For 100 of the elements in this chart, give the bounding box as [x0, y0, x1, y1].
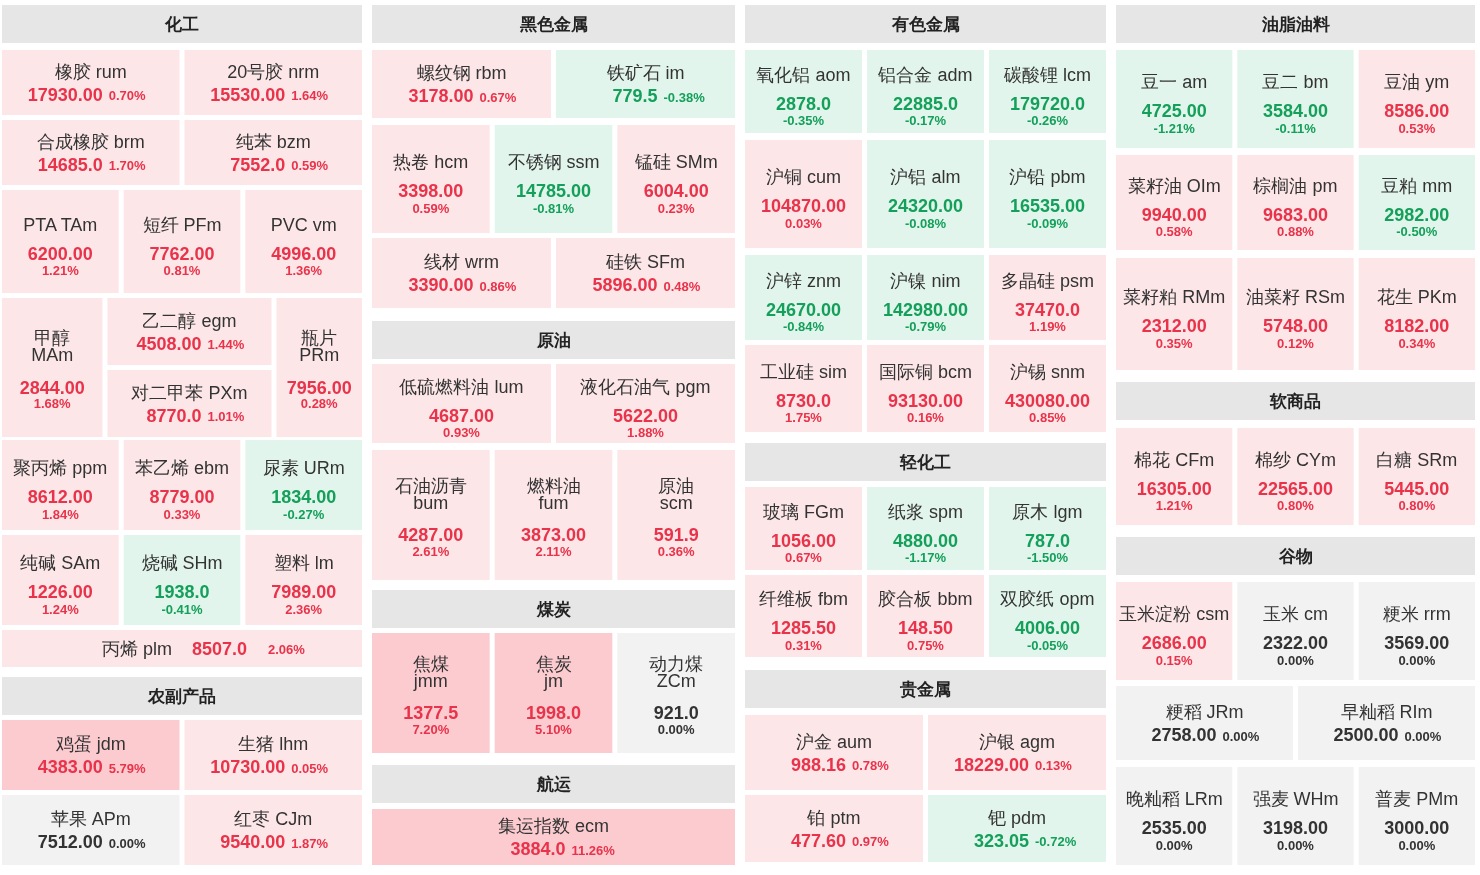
data-label: 1998.0 — [525, 703, 582, 723]
data-label: 0.12% — [1277, 335, 1315, 351]
data-label: -0.27% — [283, 506, 325, 522]
data-label: -1.17% — [904, 550, 947, 565]
data-label: 7.20% — [412, 721, 450, 737]
category-label: 锰硅 SMm — [633, 152, 718, 172]
category-label: 早籼稻 RIm — [1340, 702, 1433, 722]
data-label: 921.0 — [653, 703, 699, 723]
data-label: 4880.00 — [892, 530, 959, 551]
category-label: 不锈钢 ssm — [507, 152, 600, 172]
data-label: 3390.00 — [408, 275, 474, 295]
category-label: 粳稻 JRm — [1165, 702, 1244, 722]
category-label: 玉米 cm — [1263, 604, 1328, 624]
data-label: 591.9 — [653, 525, 699, 545]
data-label: 2500.00 — [1333, 725, 1399, 745]
category-label: 纯碱 SAm — [20, 553, 101, 573]
category-label: 苯乙烯 ebm — [134, 458, 230, 478]
data-label: 0.28% — [300, 396, 339, 411]
data-label: 2.06% — [268, 642, 306, 657]
data-label: 0.67% — [785, 550, 823, 565]
category-label: 粳米 rrm — [1382, 604, 1451, 624]
category-label: 棉纱 CYm — [1255, 449, 1336, 470]
data-label: -0.41% — [161, 601, 204, 617]
data-label: 5.10% — [535, 721, 573, 737]
text: 原油 — [658, 475, 695, 496]
category-label: 工业硅 sim — [760, 361, 847, 382]
data-label: 0.85% — [1029, 410, 1067, 425]
category-label: 聚丙烯 ppm — [13, 458, 108, 478]
data-label: 0.13% — [1035, 758, 1073, 773]
category-label: 白糖 SRm — [1376, 449, 1458, 470]
data-label: 16535.00 — [1009, 196, 1086, 216]
text: 油脂油料 — [1260, 14, 1330, 34]
data-label: 1.01% — [207, 409, 245, 424]
data-label: 0.00% — [1155, 837, 1194, 853]
data-label: 1.24% — [41, 601, 80, 617]
data-label: 9683.00 — [1262, 204, 1329, 225]
category-label: 沪锡 snm — [1009, 361, 1086, 382]
data-label: 7956.00 — [286, 377, 352, 398]
data-label: 14785.00 — [515, 181, 592, 201]
data-label: 3398.00 — [398, 181, 464, 201]
data-label: 179720.0 — [1009, 93, 1086, 114]
data-label: 1.36% — [285, 263, 323, 278]
category-label: 动力煤 ZCm — [649, 653, 704, 691]
data-label: 1.21% — [1155, 498, 1194, 513]
data-label: 7762.00 — [149, 243, 215, 264]
category-label: 液化石油气 pgm — [580, 376, 711, 397]
data-label: 0.88% — [1277, 224, 1315, 239]
data-label: 0.23% — [657, 200, 696, 216]
category-label: 燃料油 fum — [526, 475, 581, 513]
data-label: 1.88% — [627, 425, 665, 440]
data-label: 5748.00 — [1262, 316, 1329, 336]
category-label: 花生 PKm — [1376, 287, 1457, 307]
category-label: 合成橡胶 brm — [36, 131, 145, 152]
data-label: 1834.00 — [271, 487, 337, 507]
data-label: 104870.00 — [760, 196, 847, 216]
data-label: -0.81% — [532, 200, 575, 216]
data-label: 3873.00 — [520, 525, 587, 545]
category-label: 沪铝 alm — [890, 167, 961, 187]
category-label: 铂 ptm — [806, 807, 861, 828]
data-label: 2844.00 — [19, 377, 85, 398]
data-label: 430080.00 — [1004, 390, 1091, 411]
data-label: 2312.00 — [1141, 316, 1207, 336]
data-label: 787.0 — [1024, 530, 1071, 551]
data-label: 3000.00 — [1384, 818, 1450, 838]
data-label: 0.00% — [1277, 652, 1315, 668]
data-label: 0.80% — [1277, 498, 1315, 513]
category-label: PTA TAm — [23, 214, 98, 235]
data-label: 24320.00 — [887, 196, 964, 216]
category-label: 尿素 URm — [262, 458, 345, 478]
chart-title: 原油 — [536, 330, 571, 350]
data-label: 0.53% — [1398, 120, 1436, 136]
category-label: 钯 pdm — [986, 807, 1047, 828]
category-label: 短纤 PFm — [142, 214, 222, 235]
text: 煤炭 — [535, 599, 572, 619]
data-label: 2686.00 — [1141, 633, 1207, 653]
category-label: 胶合板 bbm — [878, 589, 973, 609]
category-label: PVC vm — [270, 214, 337, 235]
data-label: 10730.00 — [210, 757, 286, 777]
data-label: 4508.00 — [136, 333, 202, 354]
data-label: 9940.00 — [1141, 204, 1207, 225]
category-label: 沪金 aum — [795, 731, 873, 752]
data-label: 0.00% — [657, 721, 696, 737]
category-label: 石油沥青 bum — [394, 475, 467, 513]
data-label: 0.59% — [291, 158, 329, 173]
category-label: 棉花 CFm — [1134, 449, 1215, 470]
data-label: 17930.00 — [27, 84, 103, 105]
data-label: 5622.00 — [612, 405, 679, 426]
category-label: 热卷 hcm — [393, 152, 469, 172]
data-label: 8586.00 — [1384, 101, 1450, 121]
category-label: 纤维板 fbm — [758, 589, 849, 609]
data-label: 0.35% — [1155, 335, 1194, 351]
data-label: 8182.00 — [1384, 316, 1450, 336]
category-label: 硅铁 SFm — [605, 252, 685, 272]
data-label: -0.17% — [904, 113, 947, 128]
data-label: 8612.00 — [27, 487, 93, 507]
data-label: 2.11% — [535, 543, 573, 559]
data-label: 0.48% — [663, 278, 701, 294]
data-label: 477.60 — [790, 830, 846, 851]
category-label: 瓶片 PRm — [299, 328, 340, 365]
category-label: 豆粕 mm — [1381, 175, 1453, 196]
